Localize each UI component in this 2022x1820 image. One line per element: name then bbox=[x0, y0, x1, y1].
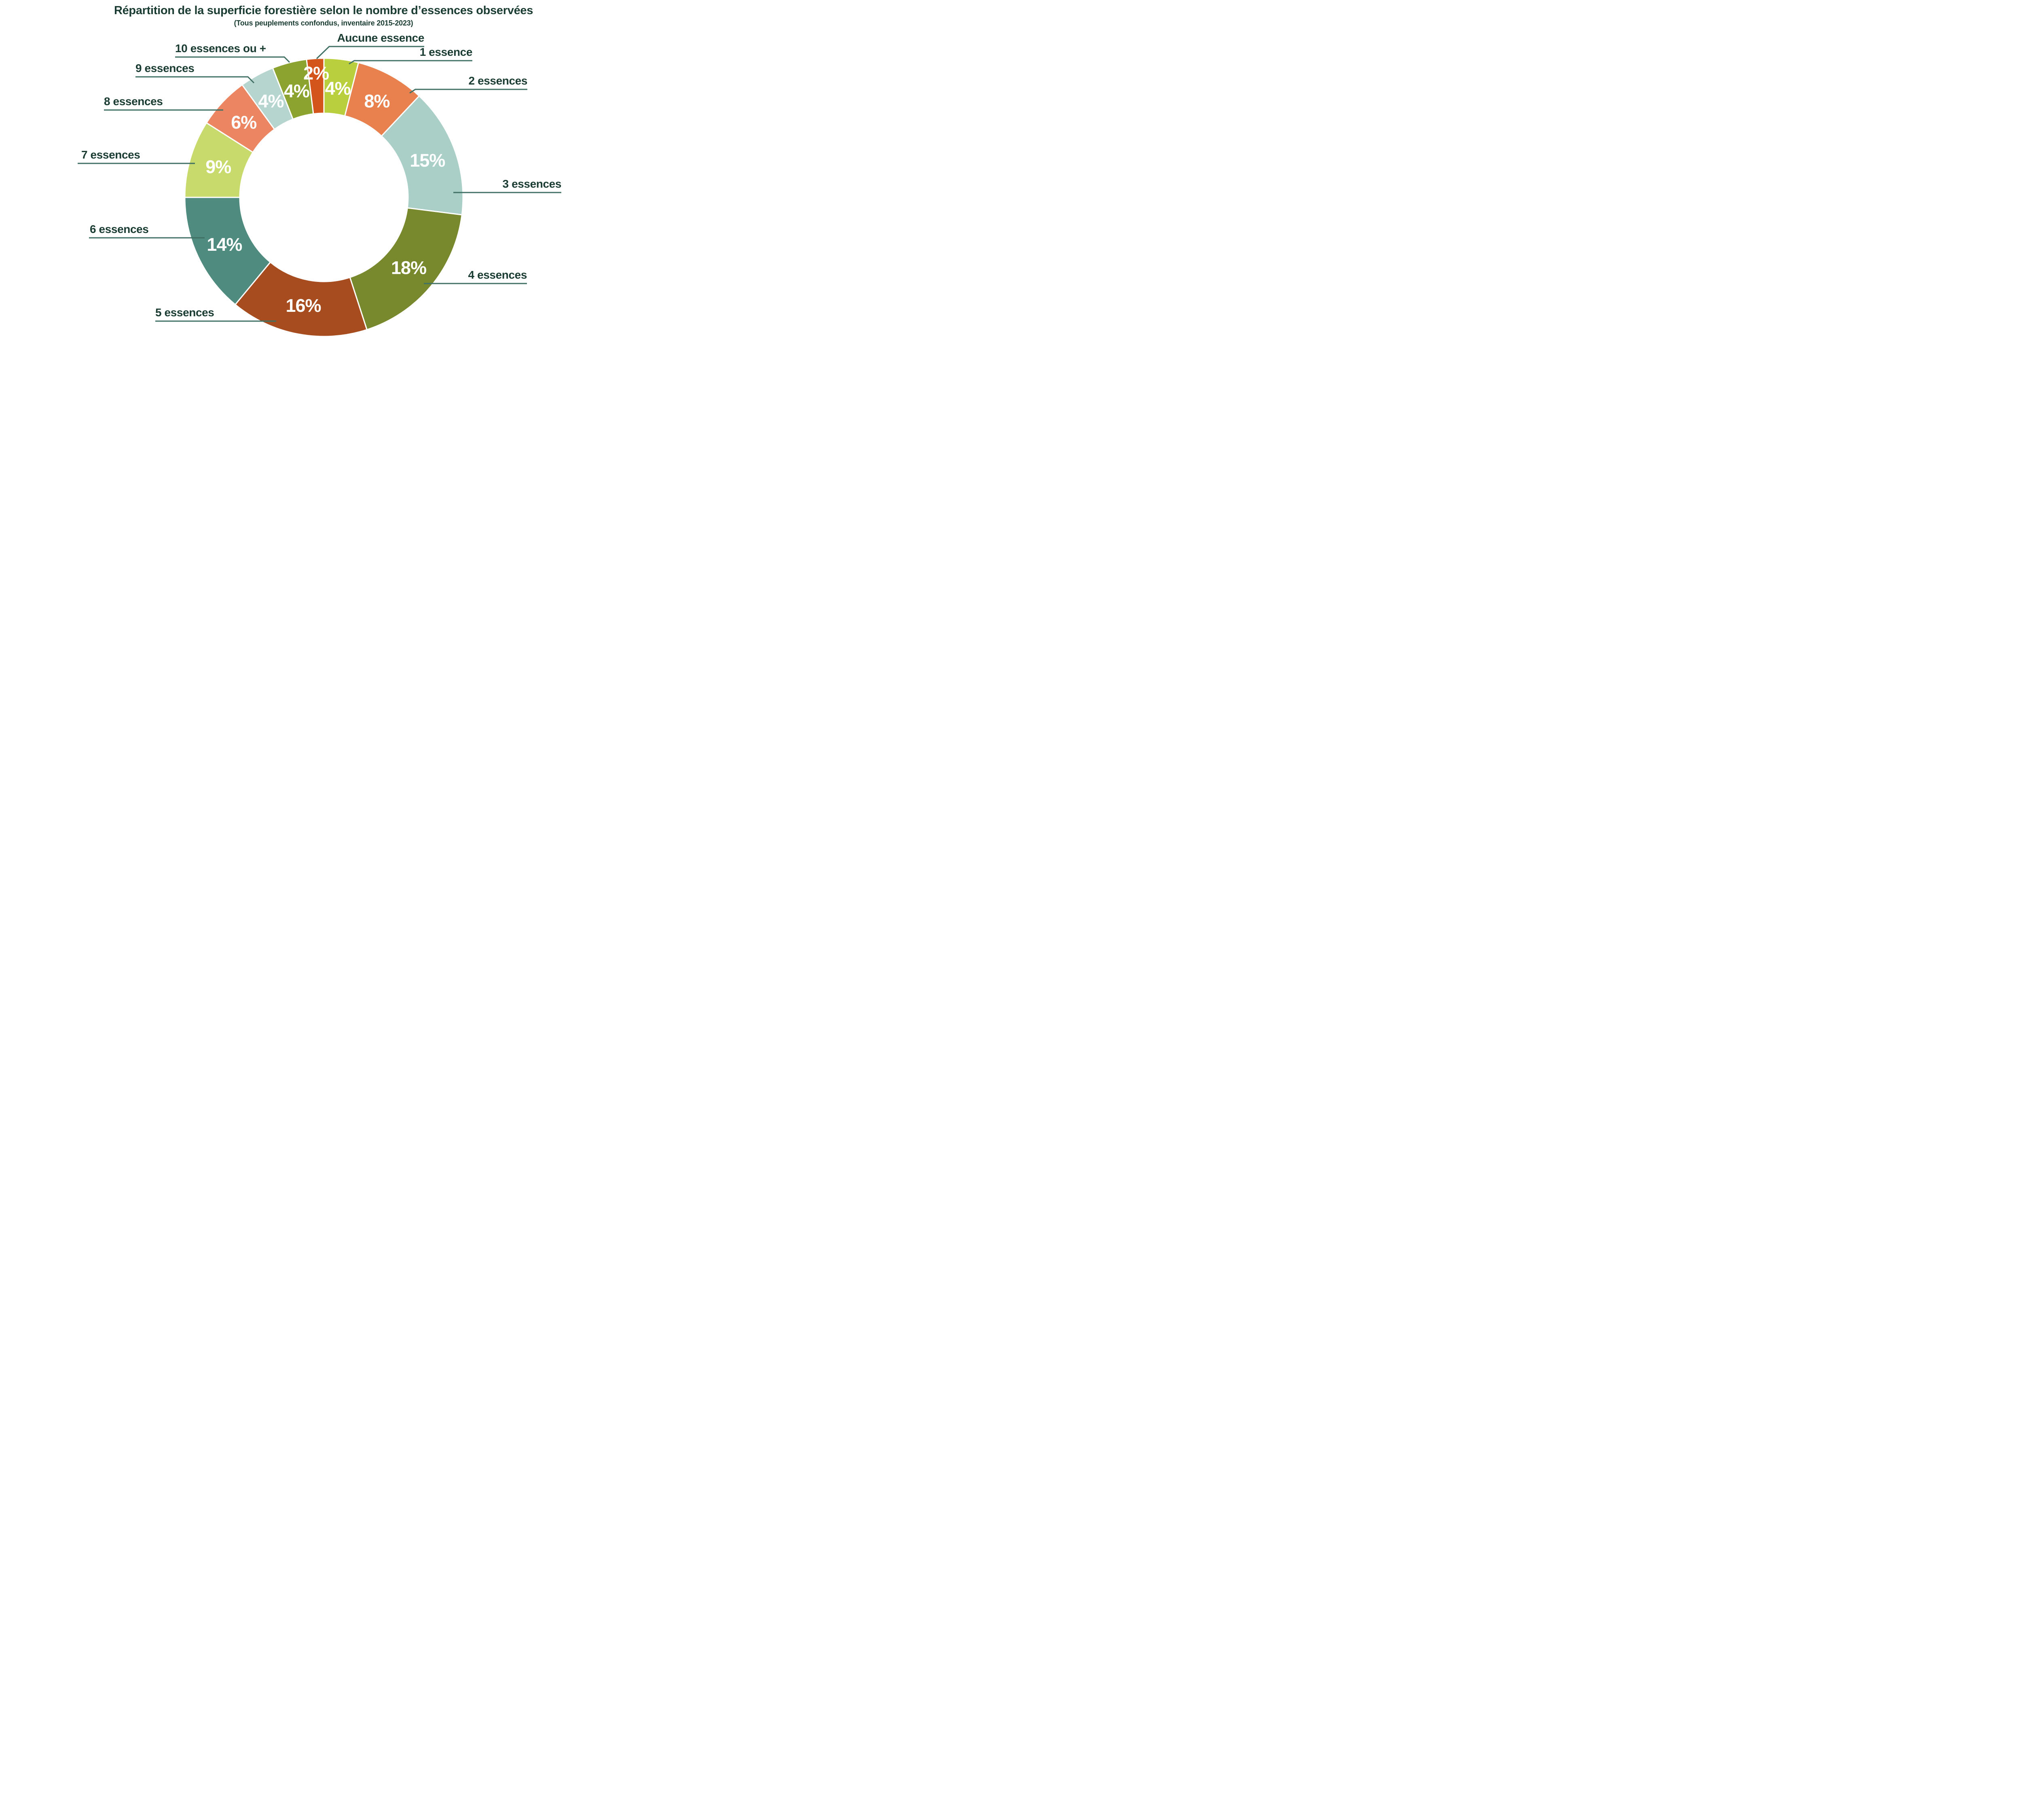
donut-slice bbox=[349, 207, 463, 331]
slice-percent-label: 6% bbox=[231, 112, 256, 133]
leader-line bbox=[135, 76, 255, 84]
slice-callout-label: 5 essences bbox=[155, 306, 214, 319]
leader-lines bbox=[78, 46, 561, 322]
slice-percent-label: 14% bbox=[207, 234, 242, 255]
slice-callout-label: 2 essences bbox=[468, 74, 528, 87]
slice-callout-label: 3 essences bbox=[502, 178, 562, 190]
leader-line bbox=[316, 46, 424, 59]
chart-title: Répartition de la superficie forestière … bbox=[114, 4, 533, 17]
slice-callout-label: 9 essences bbox=[135, 62, 195, 75]
leader-line bbox=[175, 56, 290, 63]
slice-percent-label: 4% bbox=[284, 81, 309, 102]
donut-slice bbox=[234, 261, 368, 337]
donut-slices bbox=[184, 57, 464, 337]
infographic-canvas: Répartition de la superficie forestière … bbox=[0, 0, 647, 364]
donut-chart: 2%4%8%15%18%16%14%9%6%4% 4% bbox=[78, 46, 561, 337]
leader-line bbox=[409, 89, 527, 94]
slice-percent-label: 9% bbox=[205, 157, 231, 177]
slice-callout-label: Aucune essence bbox=[337, 32, 425, 44]
slice-callout-label: 1 essence bbox=[419, 46, 473, 59]
leader-line bbox=[349, 60, 472, 65]
slice-percent-label: 18% bbox=[391, 257, 426, 278]
slice-callout-label: 6 essences bbox=[90, 223, 149, 236]
slice-percent-labels: 2%4%8%15%18%16%14%9%6%4% 4% bbox=[205, 63, 445, 316]
slice-percent-label: 15% bbox=[410, 150, 445, 171]
slice-callout-label: 8 essences bbox=[104, 95, 163, 108]
slice-percent-label: 16% bbox=[286, 295, 321, 316]
slice-percent-label: 2% bbox=[303, 63, 329, 84]
donut-slice bbox=[272, 59, 314, 120]
slice-percent-label: 4% bbox=[258, 91, 283, 112]
slice-percent-label: 4% bbox=[325, 78, 351, 99]
slice-callout-label: 7 essences bbox=[81, 148, 140, 161]
slice-callout-label: 10 essences ou + bbox=[175, 42, 266, 55]
slice-percent-label: 8% bbox=[364, 91, 390, 112]
chart-subtitle: (Tous peuplements confondus, inventaire … bbox=[234, 19, 413, 27]
slice-callout-label: 4 essences bbox=[468, 269, 527, 281]
